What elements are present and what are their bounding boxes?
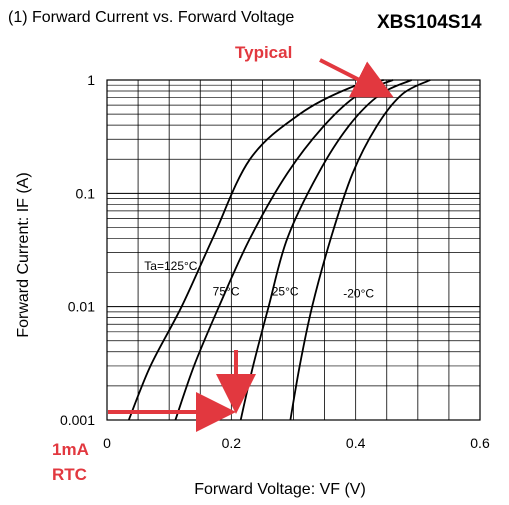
y-tick-label: 0.01 <box>68 299 95 315</box>
curves <box>127 79 431 421</box>
y-tick-label: 0.001 <box>60 412 95 428</box>
x-axis-label: Forward Voltage: VF (V) <box>194 481 366 498</box>
x-tick-label: 0 <box>103 435 111 451</box>
curve-series-3 <box>289 79 431 421</box>
y-tick-label: 1 <box>87 72 95 88</box>
y-tick-label: 0.1 <box>76 185 96 201</box>
1ma-annotation: 1mA <box>52 440 89 459</box>
x-tick-label: 0.4 <box>346 435 366 451</box>
grid-lines <box>107 80 480 420</box>
rtc-annotation: RTC <box>52 465 87 484</box>
curve-label-0: Ta=125°C <box>144 259 198 273</box>
part-number: XBS104S14 <box>377 12 482 33</box>
curve-series-1 <box>174 79 394 421</box>
curve-series-2 <box>239 79 412 421</box>
x-tick-label: 0.2 <box>222 435 242 451</box>
curve-label-1: 75°C <box>213 285 240 299</box>
y-axis-label: Forward Current: IF (A) <box>15 172 32 337</box>
typical-arrow <box>319 58 394 98</box>
curve-labels: Ta=125°C 75°C 25°C -20°C <box>144 259 374 301</box>
curve-series-0 <box>127 79 384 421</box>
plot-frame <box>106 79 481 421</box>
tick-labels: 0 0.2 0.4 0.6 0.001 0.01 0.1 1 <box>60 72 490 451</box>
annotations: Typical 1mA RTC <box>52 43 394 484</box>
curve-label-2: 25°C <box>272 285 299 299</box>
chart-title: (1) Forward Current vs. Forward Voltage <box>8 9 294 26</box>
typical-annotation: Typical <box>235 43 292 62</box>
curve-label-3: -20°C <box>343 287 374 301</box>
x-tick-label: 0.6 <box>470 435 490 451</box>
